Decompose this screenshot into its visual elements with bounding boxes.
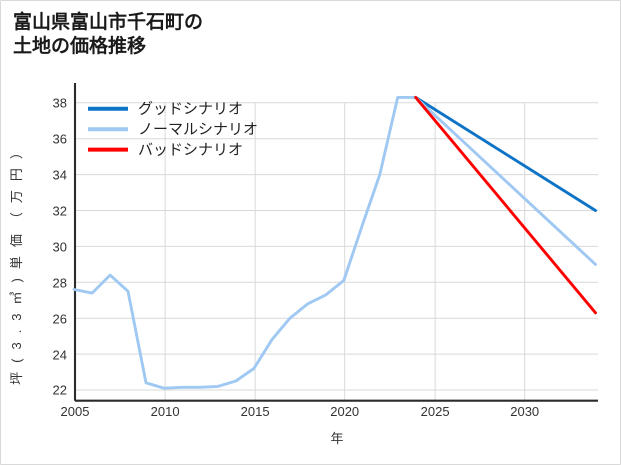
svg-text:38: 38 (53, 96, 67, 111)
svg-text:24: 24 (53, 348, 67, 363)
svg-text:22: 22 (53, 383, 67, 398)
svg-text:2005: 2005 (61, 404, 90, 419)
svg-text:2010: 2010 (151, 404, 180, 419)
svg-text:グッドシナリオ: グッドシナリオ (138, 101, 243, 118)
svg-text:36: 36 (53, 132, 67, 147)
svg-text:28: 28 (53, 276, 67, 291)
svg-text:2015: 2015 (241, 404, 270, 419)
svg-text:32: 32 (53, 204, 67, 219)
svg-text:坪(3.3㎥)単価（万円）: 坪(3.3㎥)単価（万円） (9, 137, 24, 385)
svg-text:年: 年 (330, 431, 343, 446)
svg-text:2025: 2025 (421, 404, 450, 419)
svg-text:ノーマルシナリオ: ノーマルシナリオ (138, 121, 258, 138)
svg-text:30: 30 (53, 240, 67, 255)
svg-text:2030: 2030 (510, 404, 539, 419)
svg-text:2020: 2020 (330, 404, 359, 419)
svg-text:34: 34 (53, 168, 67, 183)
svg-text:26: 26 (53, 312, 67, 327)
svg-text:バッドシナリオ: バッドシナリオ (138, 141, 243, 158)
